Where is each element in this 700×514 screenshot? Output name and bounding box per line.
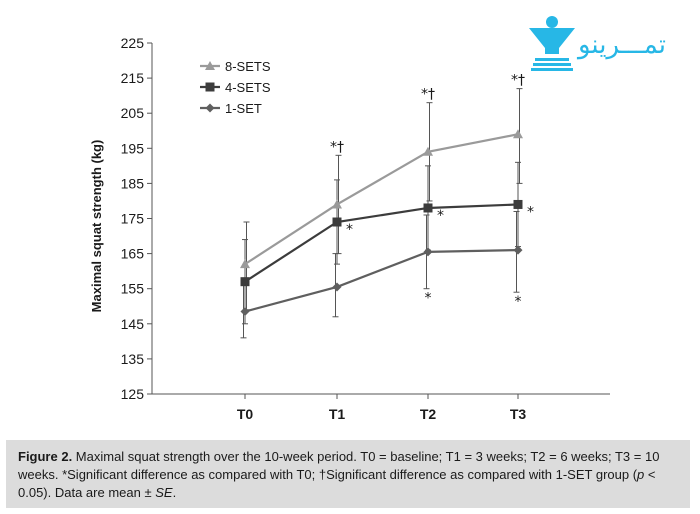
- legend-label: 1-SET: [225, 101, 262, 116]
- data-point-1-set: [423, 247, 433, 257]
- y-tick-label: 185: [121, 175, 145, 191]
- y-tick-label: 205: [121, 105, 145, 121]
- data-point-1-set: [240, 307, 250, 317]
- data-point-8-sets: [513, 129, 523, 139]
- data-point-4-sets: [240, 277, 250, 287]
- legend-label: 4-SETS: [225, 80, 271, 95]
- y-tick-label: 195: [121, 140, 145, 156]
- legend: 8-SETS 4-SETS 1-SET: [200, 59, 271, 116]
- series-lines: [244, 133, 519, 313]
- x-tick-label: T1: [329, 406, 346, 422]
- data-point-4-sets: [332, 217, 342, 227]
- caption-label: Figure 2.: [18, 449, 73, 464]
- series-markers: [240, 129, 523, 317]
- caption-text-1: Maximal squat strength over the 10-week …: [18, 449, 660, 482]
- legend-label: 8-SETS: [225, 59, 271, 74]
- significance-marker: *†: [330, 139, 344, 155]
- significance-marker: *: [437, 208, 444, 224]
- y-axis-label: Maximal squat strength (kg): [89, 140, 104, 313]
- significance-marker: *†: [421, 87, 435, 103]
- x-tick-label: T3: [510, 406, 527, 422]
- legend-marker-8-sets: [205, 61, 215, 70]
- data-point-4-sets: [423, 203, 433, 213]
- series-line-1-set: [244, 248, 519, 313]
- series-line-8-sets: [244, 133, 519, 266]
- logo: [525, 14, 685, 78]
- y-tick-label: 165: [121, 246, 145, 262]
- legend-marker-4-sets: [205, 82, 215, 92]
- caption-se-symbol: SE: [155, 485, 173, 500]
- significance-marker: *: [527, 204, 534, 220]
- data-point-8-sets: [240, 259, 250, 269]
- y-tick-label: 135: [121, 351, 145, 367]
- logo-emblem-icon: [529, 16, 575, 71]
- significance-marker: *†: [511, 73, 525, 89]
- series-line-4-sets: [244, 203, 519, 283]
- caption-text-2: < 0.05). Data are mean ±: [18, 467, 656, 500]
- caption-text-3: .: [172, 485, 177, 500]
- significance-annotations: *† *† *† * * * * *: [330, 73, 534, 311]
- y-tick-label: 155: [121, 281, 145, 297]
- logo-wordmark: تمـــرینو: [578, 30, 666, 60]
- caption-p-symbol: p: [637, 467, 645, 482]
- data-point-1-set: [332, 282, 342, 292]
- y-tick-label: 125: [121, 386, 145, 402]
- significance-marker: *: [346, 222, 353, 238]
- figure-caption: Figure 2. Maximal squat strength over th…: [6, 440, 690, 508]
- legend-marker-1-set: [205, 103, 215, 113]
- data-point-4-sets: [513, 199, 523, 209]
- data-point-1-set: [513, 245, 523, 255]
- y-tick-label: 145: [121, 316, 145, 332]
- data-point-8-sets: [332, 199, 342, 209]
- x-tick-label: T0: [237, 406, 254, 422]
- data-point-8-sets: [423, 146, 433, 156]
- significance-marker: *: [425, 291, 432, 307]
- y-tick-label: 215: [121, 70, 145, 86]
- y-tick-label: 175: [121, 211, 145, 227]
- squat-strength-chart: 125 135 145 155 165 175 185 195 205 215 225 T0 T1 T2 T…: [89, 35, 610, 422]
- significance-marker: *: [515, 294, 522, 310]
- y-tick-label: 225: [121, 35, 145, 51]
- x-tick-label: T2: [420, 406, 437, 422]
- axes: 125 135 145 155 165 175 185 195 205 215 225 T0 T1 T2 T…: [121, 35, 610, 422]
